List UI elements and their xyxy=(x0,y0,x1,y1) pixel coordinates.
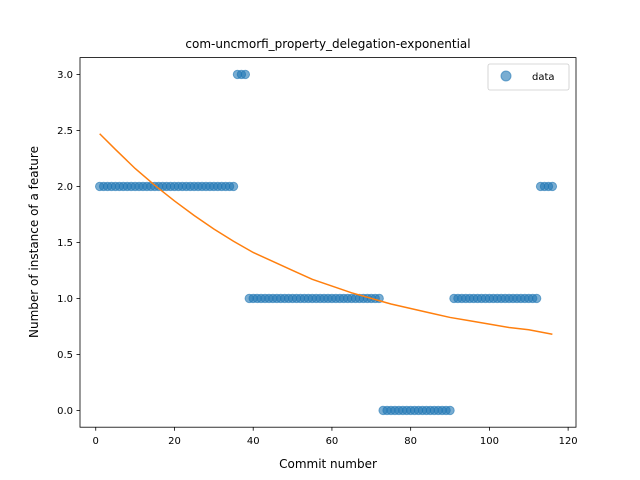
legend-box xyxy=(487,63,570,91)
y-tick-label: 2.0 xyxy=(57,182,73,193)
x-tick-label: 60 xyxy=(326,436,339,447)
y-tick-label: 0.5 xyxy=(57,350,73,361)
plot-area xyxy=(94,69,558,416)
data-point xyxy=(240,69,251,80)
x-tick-label: 100 xyxy=(480,436,499,447)
y-tick-label: 0.0 xyxy=(57,406,73,417)
fit-line xyxy=(99,133,553,335)
x-tick-label: 0 xyxy=(93,436,99,447)
x-tick-label: 120 xyxy=(559,436,578,447)
y-axis-label: Number of instance of a feature xyxy=(27,146,41,338)
legend-label-data: data xyxy=(532,72,555,83)
x-tick-label: 40 xyxy=(247,436,260,447)
y-tick-label: 3.0 xyxy=(57,70,73,81)
y-tick-label: 1.0 xyxy=(57,294,73,305)
x-tick-label: 20 xyxy=(168,436,181,447)
chart-title: com-uncmorfi_property_delegation-exponen… xyxy=(185,37,470,51)
y-tick-label: 1.5 xyxy=(57,238,73,249)
y-tick-label: 2.5 xyxy=(57,126,73,137)
data-point xyxy=(228,181,239,192)
data-point xyxy=(547,181,558,192)
legend: data xyxy=(487,63,570,91)
x-tick-label: 80 xyxy=(404,436,417,447)
data-point xyxy=(445,405,455,416)
data-point xyxy=(531,293,542,304)
x-axis-label: Commit number xyxy=(279,457,377,471)
legend-marker-data xyxy=(500,70,512,82)
